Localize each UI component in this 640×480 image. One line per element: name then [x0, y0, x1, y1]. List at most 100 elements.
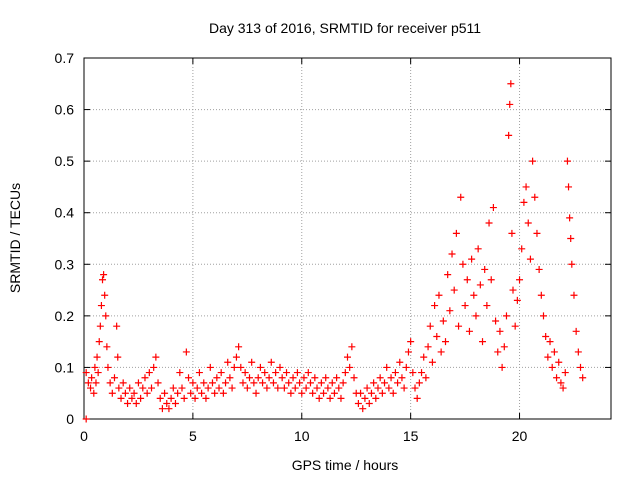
- data-point: [441, 338, 449, 346]
- data-point: [402, 363, 410, 371]
- data-point: [446, 307, 454, 315]
- data-point: [106, 379, 114, 387]
- data-point: [132, 400, 140, 408]
- data-point: [428, 358, 436, 366]
- data-point: [206, 363, 214, 371]
- data-point: [101, 291, 109, 299]
- data-point: [163, 400, 171, 408]
- data-point: [468, 255, 476, 263]
- data-point: [298, 389, 306, 397]
- data-point: [409, 369, 417, 377]
- x-tick-label: 0: [80, 428, 88, 444]
- y-tick-label: 0: [66, 411, 74, 427]
- data-point: [167, 394, 175, 402]
- data-point: [243, 384, 251, 392]
- data-point: [363, 384, 371, 392]
- data-point: [276, 363, 284, 371]
- data-point: [235, 343, 243, 351]
- data-point: [82, 415, 90, 423]
- data-point: [544, 353, 552, 361]
- data-point: [208, 379, 216, 387]
- data-point: [448, 250, 456, 258]
- data-point: [141, 374, 149, 382]
- data-point: [359, 405, 367, 413]
- data-point: [357, 389, 365, 397]
- data-point: [474, 245, 482, 253]
- data-point: [185, 374, 193, 382]
- data-point: [374, 384, 382, 392]
- data-point: [411, 384, 419, 392]
- data-point: [215, 384, 223, 392]
- data-point: [335, 384, 343, 392]
- data-point: [110, 374, 118, 382]
- data-point: [424, 343, 432, 351]
- data-point: [487, 276, 495, 284]
- data-point: [433, 332, 441, 340]
- data-point: [291, 384, 299, 392]
- data-point: [278, 374, 286, 382]
- data-point: [102, 312, 110, 320]
- data-point: [124, 400, 132, 408]
- data-point: [461, 302, 469, 310]
- data-point: [511, 322, 519, 330]
- data-point: [119, 379, 127, 387]
- data-point: [150, 363, 158, 371]
- data-point: [169, 384, 177, 392]
- data-point: [513, 296, 521, 304]
- data-points: [82, 80, 587, 423]
- data-point: [296, 379, 304, 387]
- data-point: [108, 389, 116, 397]
- data-point: [520, 198, 528, 206]
- data-point: [383, 363, 391, 371]
- data-point: [500, 343, 508, 351]
- data-point: [289, 374, 297, 382]
- data-point: [394, 379, 402, 387]
- data-point: [104, 363, 112, 371]
- data-point: [250, 379, 258, 387]
- data-point: [154, 379, 162, 387]
- data-point: [126, 384, 134, 392]
- data-point: [265, 374, 273, 382]
- data-point: [328, 379, 336, 387]
- data-point: [492, 317, 500, 325]
- data-point: [165, 405, 173, 413]
- data-point: [117, 394, 125, 402]
- data-point: [137, 394, 145, 402]
- data-point: [367, 389, 375, 397]
- data-point: [95, 338, 103, 346]
- data-point: [400, 384, 408, 392]
- data-point: [568, 260, 576, 268]
- data-point: [452, 229, 460, 237]
- data-point: [269, 379, 277, 387]
- data-point: [505, 131, 513, 139]
- data-point: [472, 312, 480, 320]
- data-point: [313, 384, 321, 392]
- data-point: [346, 363, 354, 371]
- data-point: [143, 389, 151, 397]
- y-axis-label: SRMTID / TECUs: [7, 183, 23, 293]
- data-point: [224, 358, 232, 366]
- data-point: [463, 276, 471, 284]
- data-point: [237, 363, 245, 371]
- data-point: [100, 271, 108, 279]
- data-point: [465, 327, 473, 335]
- data-point: [306, 379, 314, 387]
- data-point: [567, 235, 575, 242]
- data-point: [187, 389, 195, 397]
- data-point: [391, 369, 399, 377]
- data-point: [344, 353, 351, 361]
- data-point: [322, 374, 330, 382]
- data-point: [535, 265, 543, 273]
- data-point: [546, 338, 554, 346]
- data-point: [489, 204, 497, 212]
- data-point: [407, 338, 415, 346]
- data-point: [272, 369, 280, 377]
- data-point: [267, 358, 275, 366]
- y-tick-label: 0.5: [55, 153, 75, 169]
- x-axis-label: GPS time / hours: [292, 457, 399, 473]
- data-point: [99, 276, 107, 284]
- data-point: [508, 229, 516, 237]
- data-point: [261, 369, 269, 377]
- data-point: [542, 332, 550, 340]
- data-point: [507, 80, 515, 88]
